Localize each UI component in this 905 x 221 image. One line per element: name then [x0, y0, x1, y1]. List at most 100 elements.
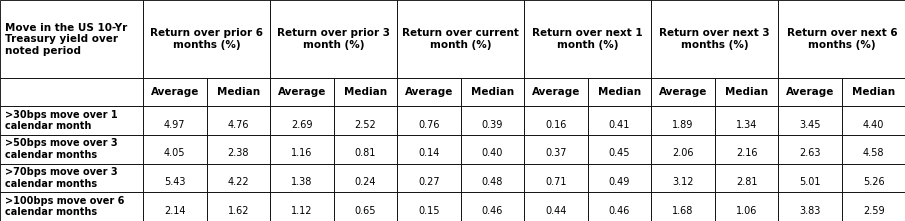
Text: 1.38: 1.38 [291, 177, 312, 187]
Text: 0.15: 0.15 [418, 206, 440, 216]
Bar [524, 106, 587, 135]
Bar [0, 0, 143, 78]
Bar [652, 192, 715, 221]
Text: 3.45: 3.45 [799, 120, 821, 130]
Text: >50bps move over 3
calendar months: >50bps move over 3 calendar months [5, 138, 117, 160]
Text: 1.16: 1.16 [291, 149, 312, 158]
Bar [461, 106, 524, 135]
Text: 4.40: 4.40 [862, 120, 884, 130]
Text: 2.81: 2.81 [736, 177, 757, 187]
Bar [397, 106, 461, 135]
Text: 4.22: 4.22 [227, 177, 249, 187]
Bar [524, 192, 587, 221]
Bar [461, 135, 524, 164]
Text: 1.12: 1.12 [291, 206, 312, 216]
Text: 0.14: 0.14 [418, 149, 440, 158]
Text: >70bps move over 3
calendar months: >70bps move over 3 calendar months [5, 167, 117, 189]
Text: Median: Median [471, 87, 514, 97]
Text: 0.48: 0.48 [481, 177, 503, 187]
Text: 0.41: 0.41 [609, 120, 630, 130]
Bar [524, 164, 587, 192]
Bar [715, 135, 778, 164]
Text: 2.59: 2.59 [862, 206, 884, 216]
Bar [652, 0, 778, 78]
Bar [652, 106, 715, 135]
Bar [778, 164, 842, 192]
Bar [652, 78, 715, 106]
Text: 0.81: 0.81 [355, 149, 376, 158]
Text: Average: Average [150, 87, 199, 97]
Bar [778, 78, 842, 106]
Text: 0.46: 0.46 [609, 206, 630, 216]
Bar [842, 106, 905, 135]
Text: >100bps move over 6
calendar months: >100bps move over 6 calendar months [5, 196, 124, 217]
Text: Return over next 3
months (%): Return over next 3 months (%) [660, 29, 770, 50]
Text: Move in the US 10-Yr
Treasury yield over
noted period: Move in the US 10-Yr Treasury yield over… [5, 23, 127, 56]
Bar [143, 192, 206, 221]
Text: 2.16: 2.16 [736, 149, 757, 158]
Bar [206, 164, 270, 192]
Text: 2.63: 2.63 [799, 149, 821, 158]
Text: Median: Median [598, 87, 641, 97]
Bar [524, 135, 587, 164]
Bar [334, 106, 397, 135]
Bar [715, 78, 778, 106]
Bar [143, 0, 270, 78]
Bar [715, 192, 778, 221]
Text: 0.46: 0.46 [481, 206, 503, 216]
Bar [587, 192, 652, 221]
Bar [715, 106, 778, 135]
Text: 0.24: 0.24 [355, 177, 376, 187]
Text: 2.69: 2.69 [291, 120, 312, 130]
Text: Median: Median [852, 87, 895, 97]
Bar [842, 78, 905, 106]
Bar [143, 164, 206, 192]
Text: Return over next 1
month (%): Return over next 1 month (%) [532, 29, 643, 50]
Text: Median: Median [344, 87, 387, 97]
Bar [206, 78, 270, 106]
Bar [206, 192, 270, 221]
Text: 0.39: 0.39 [481, 120, 503, 130]
Text: 1.62: 1.62 [227, 206, 249, 216]
Text: 0.45: 0.45 [609, 149, 630, 158]
Text: 2.52: 2.52 [355, 120, 376, 130]
Text: 0.76: 0.76 [418, 120, 440, 130]
Bar [778, 106, 842, 135]
Text: 5.26: 5.26 [862, 177, 884, 187]
Bar [206, 106, 270, 135]
Text: 5.43: 5.43 [164, 177, 186, 187]
Bar [334, 78, 397, 106]
Bar [397, 164, 461, 192]
Bar [0, 192, 143, 221]
Text: 2.14: 2.14 [164, 206, 186, 216]
Bar [524, 78, 587, 106]
Text: 4.58: 4.58 [862, 149, 884, 158]
Bar [842, 135, 905, 164]
Text: 4.76: 4.76 [227, 120, 249, 130]
Text: 2.06: 2.06 [672, 149, 694, 158]
Text: Average: Average [659, 87, 707, 97]
Bar [461, 192, 524, 221]
Bar [397, 192, 461, 221]
Bar [778, 135, 842, 164]
Bar [715, 164, 778, 192]
Text: 2.38: 2.38 [227, 149, 249, 158]
Text: Return over prior 6
months (%): Return over prior 6 months (%) [150, 29, 263, 50]
Text: Average: Average [405, 87, 453, 97]
Text: Average: Average [532, 87, 580, 97]
Bar [652, 164, 715, 192]
Bar [652, 135, 715, 164]
Text: 1.89: 1.89 [672, 120, 694, 130]
Text: 0.37: 0.37 [545, 149, 567, 158]
Text: 0.65: 0.65 [355, 206, 376, 216]
Bar [334, 164, 397, 192]
Text: 1.68: 1.68 [672, 206, 694, 216]
Bar [397, 0, 524, 78]
Text: >30bps move over 1
calendar month: >30bps move over 1 calendar month [5, 110, 117, 131]
Text: 0.16: 0.16 [545, 120, 567, 130]
Text: Return over next 6
months (%): Return over next 6 months (%) [786, 29, 897, 50]
Bar [397, 78, 461, 106]
Text: 1.06: 1.06 [736, 206, 757, 216]
Text: 0.40: 0.40 [481, 149, 503, 158]
Bar [334, 135, 397, 164]
